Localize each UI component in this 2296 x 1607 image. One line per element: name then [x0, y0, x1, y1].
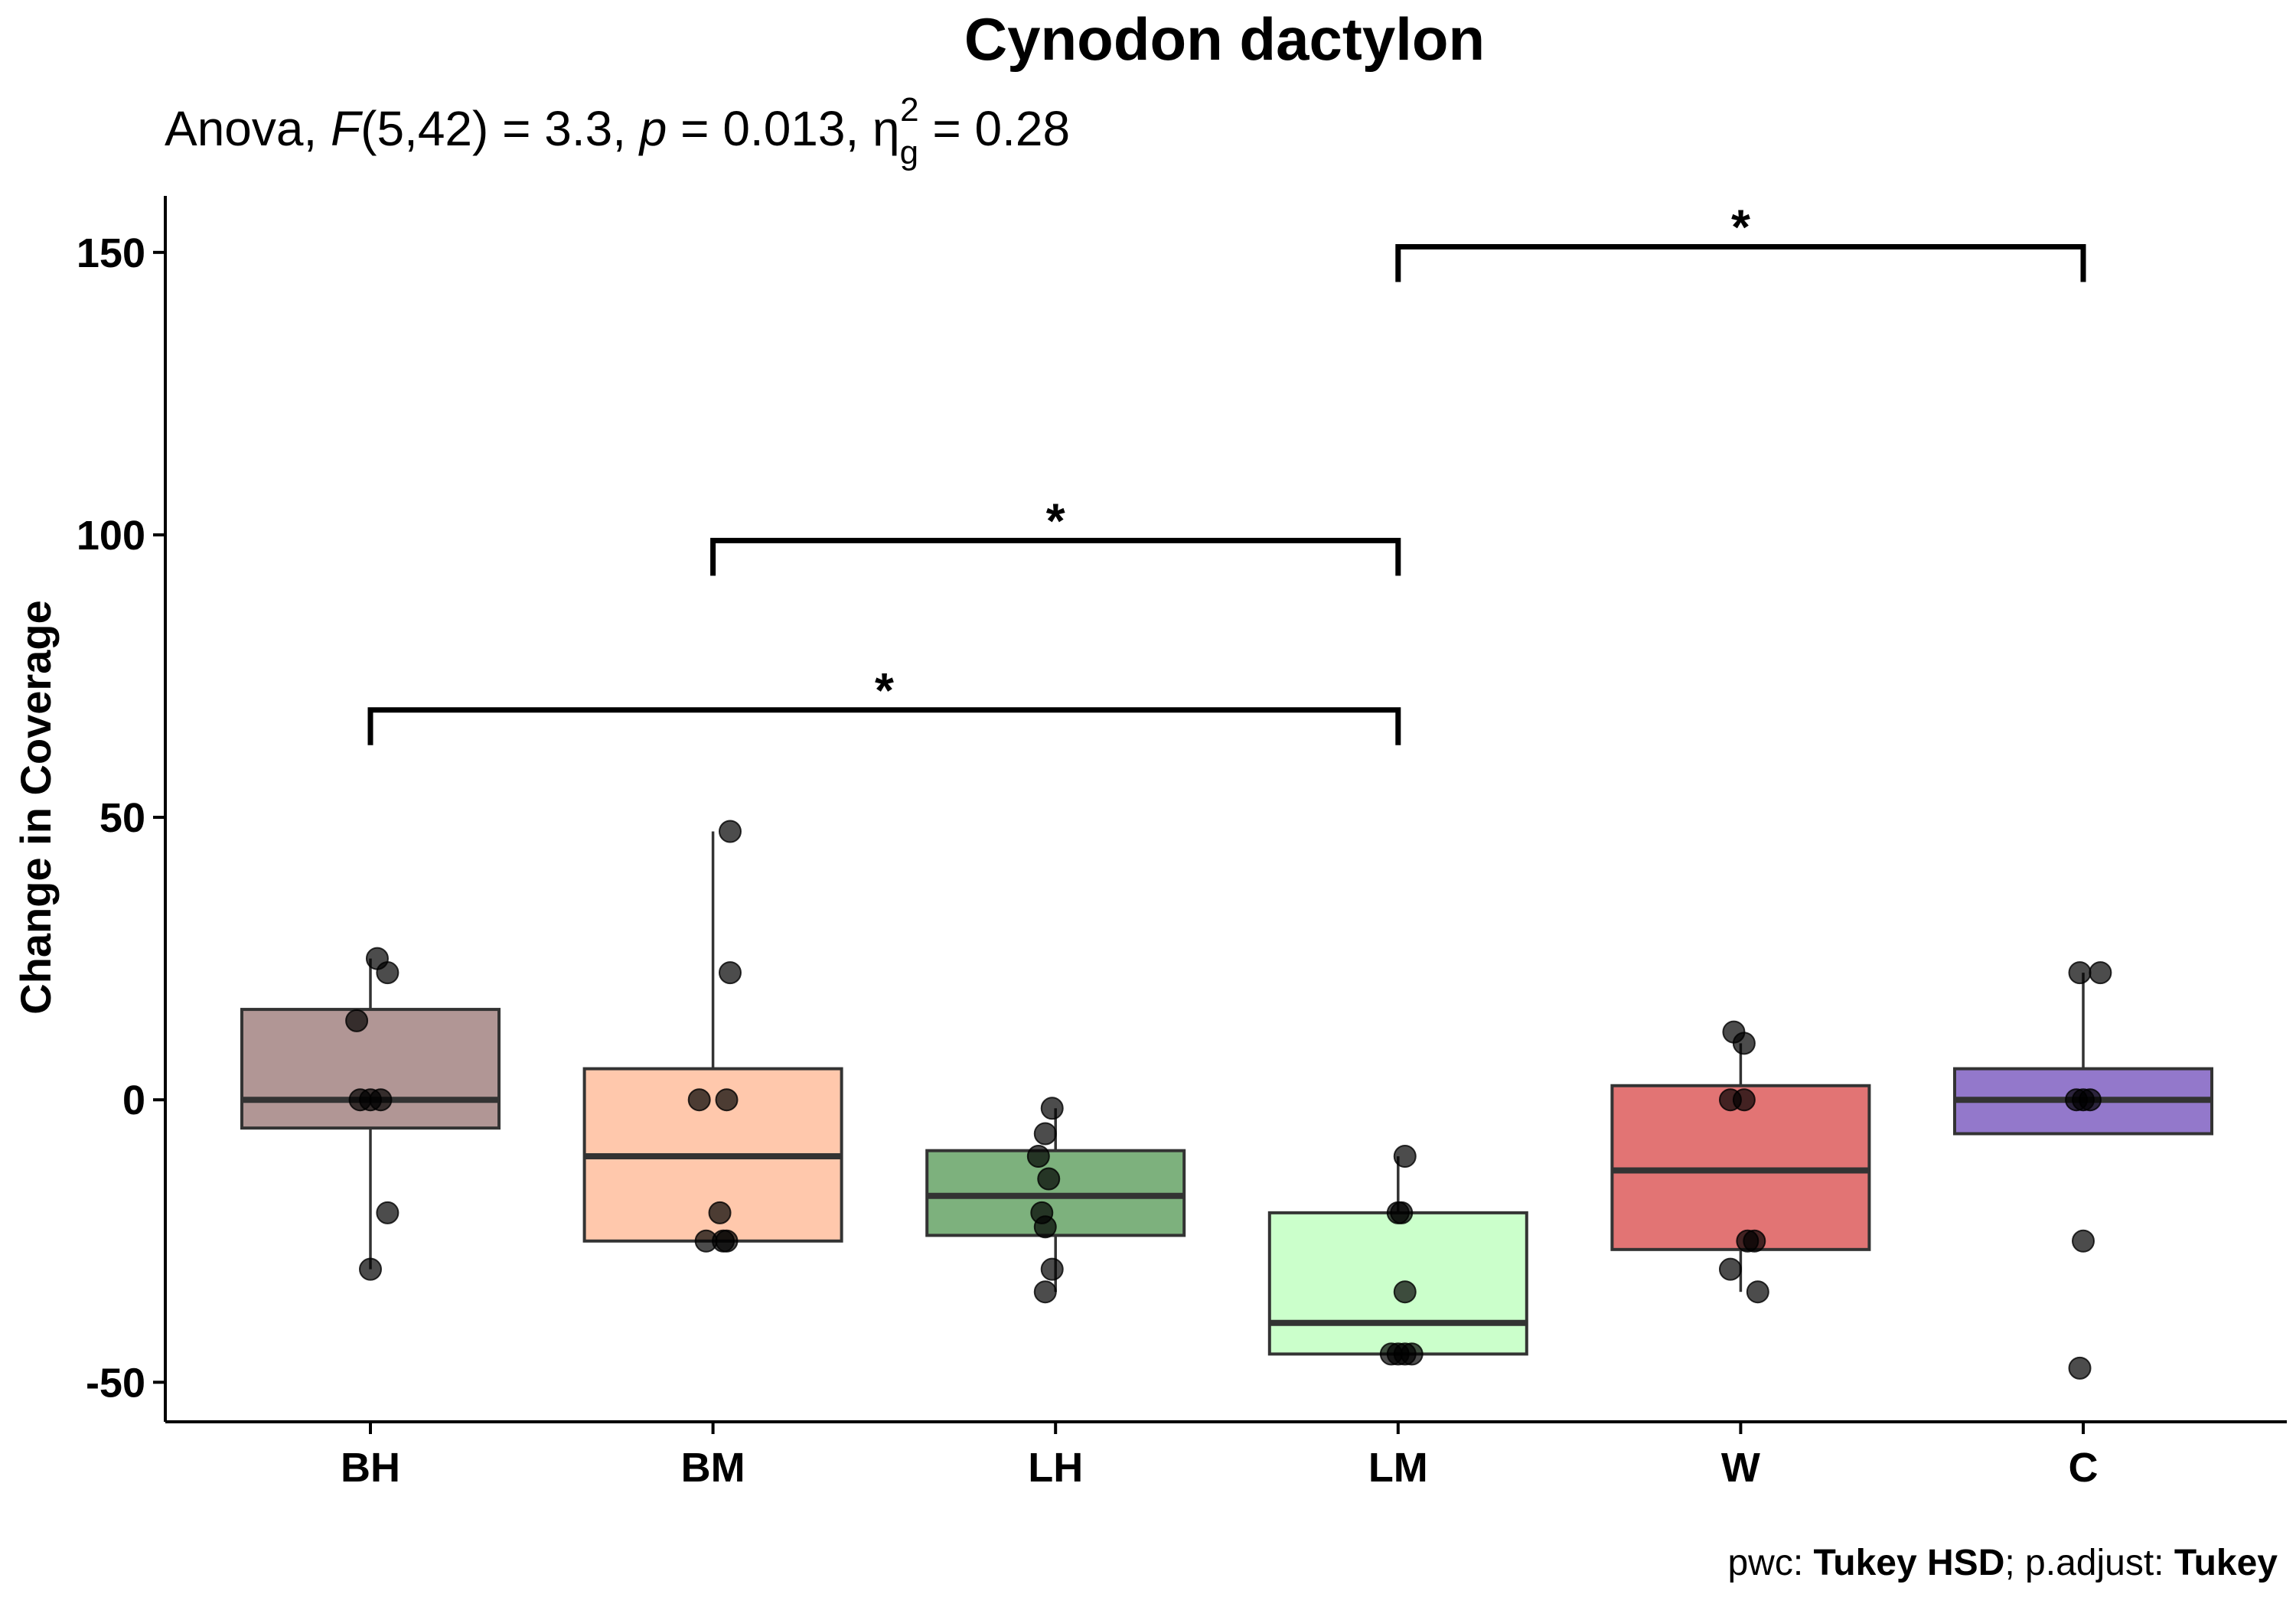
- subtitle-effect-value: = 0.28: [919, 101, 1071, 156]
- subtitle-p-value: = 0.013,: [667, 101, 872, 156]
- significance-label: *: [1046, 493, 1065, 548]
- y-tick-label: -50: [86, 1360, 145, 1406]
- significance-bracket: *: [710, 493, 1401, 576]
- significance-bracket: *: [1395, 199, 2086, 282]
- subtitle-prefix: Anova,: [165, 101, 331, 156]
- subtitle-p-name: p: [638, 101, 667, 156]
- data-point: [1732, 1088, 1756, 1112]
- data-point: [1732, 1032, 1756, 1055]
- caption-pwc-prefix: pwc:: [1727, 1543, 1813, 1583]
- x-tick-label: LH: [1028, 1445, 1083, 1491]
- data-point: [2089, 961, 2112, 985]
- points-BH: [345, 947, 400, 1281]
- x-tick-label: C: [2069, 1445, 2099, 1491]
- data-point: [1033, 1215, 1057, 1239]
- data-point: [718, 961, 742, 985]
- data-point: [2068, 1356, 2092, 1380]
- box-group-LM: [1267, 1156, 1528, 1356]
- points-LH: [1026, 1097, 1064, 1304]
- y-tick-label: 150: [77, 230, 145, 276]
- subtitle-df: (5,42): [360, 101, 488, 156]
- box-group-W: [1610, 1043, 1871, 1292]
- bracket-line: [710, 537, 1401, 576]
- points-BM: [687, 820, 742, 1253]
- data-point: [715, 1229, 739, 1253]
- data-point: [718, 820, 742, 843]
- y-tick-label: 50: [99, 795, 145, 841]
- box-group-BM: [582, 831, 843, 1243]
- subtitle-stat-name: F: [331, 101, 364, 156]
- data-point: [1400, 1342, 1424, 1366]
- data-point: [2072, 1229, 2095, 1253]
- points-W: [1718, 1020, 1769, 1304]
- bracket-line: [1395, 243, 2086, 282]
- significance-bracket: *: [367, 663, 1401, 745]
- data-point: [1033, 1280, 1057, 1304]
- data-point: [1037, 1167, 1061, 1191]
- y-tick-label: 100: [77, 513, 145, 559]
- data-point: [1033, 1122, 1057, 1146]
- data-point: [2068, 961, 2092, 985]
- x-tick-label: W: [1721, 1445, 1760, 1491]
- data-point: [345, 1009, 369, 1032]
- subtitle-effect-sup: 2: [900, 91, 918, 129]
- data-point: [1393, 1280, 1417, 1304]
- x-tick-label: LM: [1368, 1445, 1428, 1491]
- x-tick-label: BM: [681, 1445, 745, 1491]
- data-point: [1040, 1097, 1064, 1120]
- x-tick-label: BH: [341, 1445, 400, 1491]
- points-LM: [1379, 1145, 1424, 1366]
- data-point: [2078, 1088, 2102, 1112]
- significance-label: *: [1731, 199, 1750, 254]
- data-point: [1390, 1201, 1414, 1224]
- significance-label: *: [875, 663, 894, 718]
- chart-title: Cynodon dactylon: [964, 5, 1485, 73]
- caption-pwc-method: Tukey HSD: [1814, 1543, 2005, 1583]
- y-axis-title: Change in Coverage: [11, 600, 60, 1014]
- subtitle-stat-value: = 3.3,: [488, 101, 639, 156]
- subtitle-effect-symbol: η: [872, 101, 900, 156]
- data-point: [376, 1201, 400, 1224]
- chart-caption: pwc: Tukey HSD; p.adjust: Tukey: [1727, 1543, 2278, 1583]
- data-point: [1040, 1257, 1064, 1281]
- data-point: [369, 1088, 393, 1112]
- y-tick-label: 0: [122, 1077, 145, 1123]
- data-point: [1743, 1229, 1766, 1253]
- data-point: [376, 961, 400, 985]
- box-group-BH: [240, 958, 501, 1270]
- caption-adjust-prefix: ; p.adjust:: [2004, 1543, 2174, 1583]
- plot-area: -50 0 50 100 150 BH BM LH LM W C * * *: [77, 196, 2287, 1491]
- data-point: [1718, 1257, 1742, 1281]
- points-C: [2065, 961, 2112, 1380]
- subtitle-effect-sub: g: [900, 134, 918, 171]
- chart-subtitle: Anova, F(5,42) = 3.3, p = 0.013, ηg 2 = 0…: [165, 91, 1070, 171]
- data-point: [715, 1088, 739, 1112]
- data-point: [359, 1257, 382, 1281]
- data-point: [708, 1201, 732, 1224]
- data-point: [687, 1088, 711, 1112]
- caption-adjust-method: Tukey: [2174, 1543, 2278, 1583]
- bracket-line: [367, 707, 1401, 745]
- data-point: [1026, 1145, 1050, 1169]
- data-point: [1393, 1145, 1417, 1169]
- data-point: [1746, 1280, 1769, 1304]
